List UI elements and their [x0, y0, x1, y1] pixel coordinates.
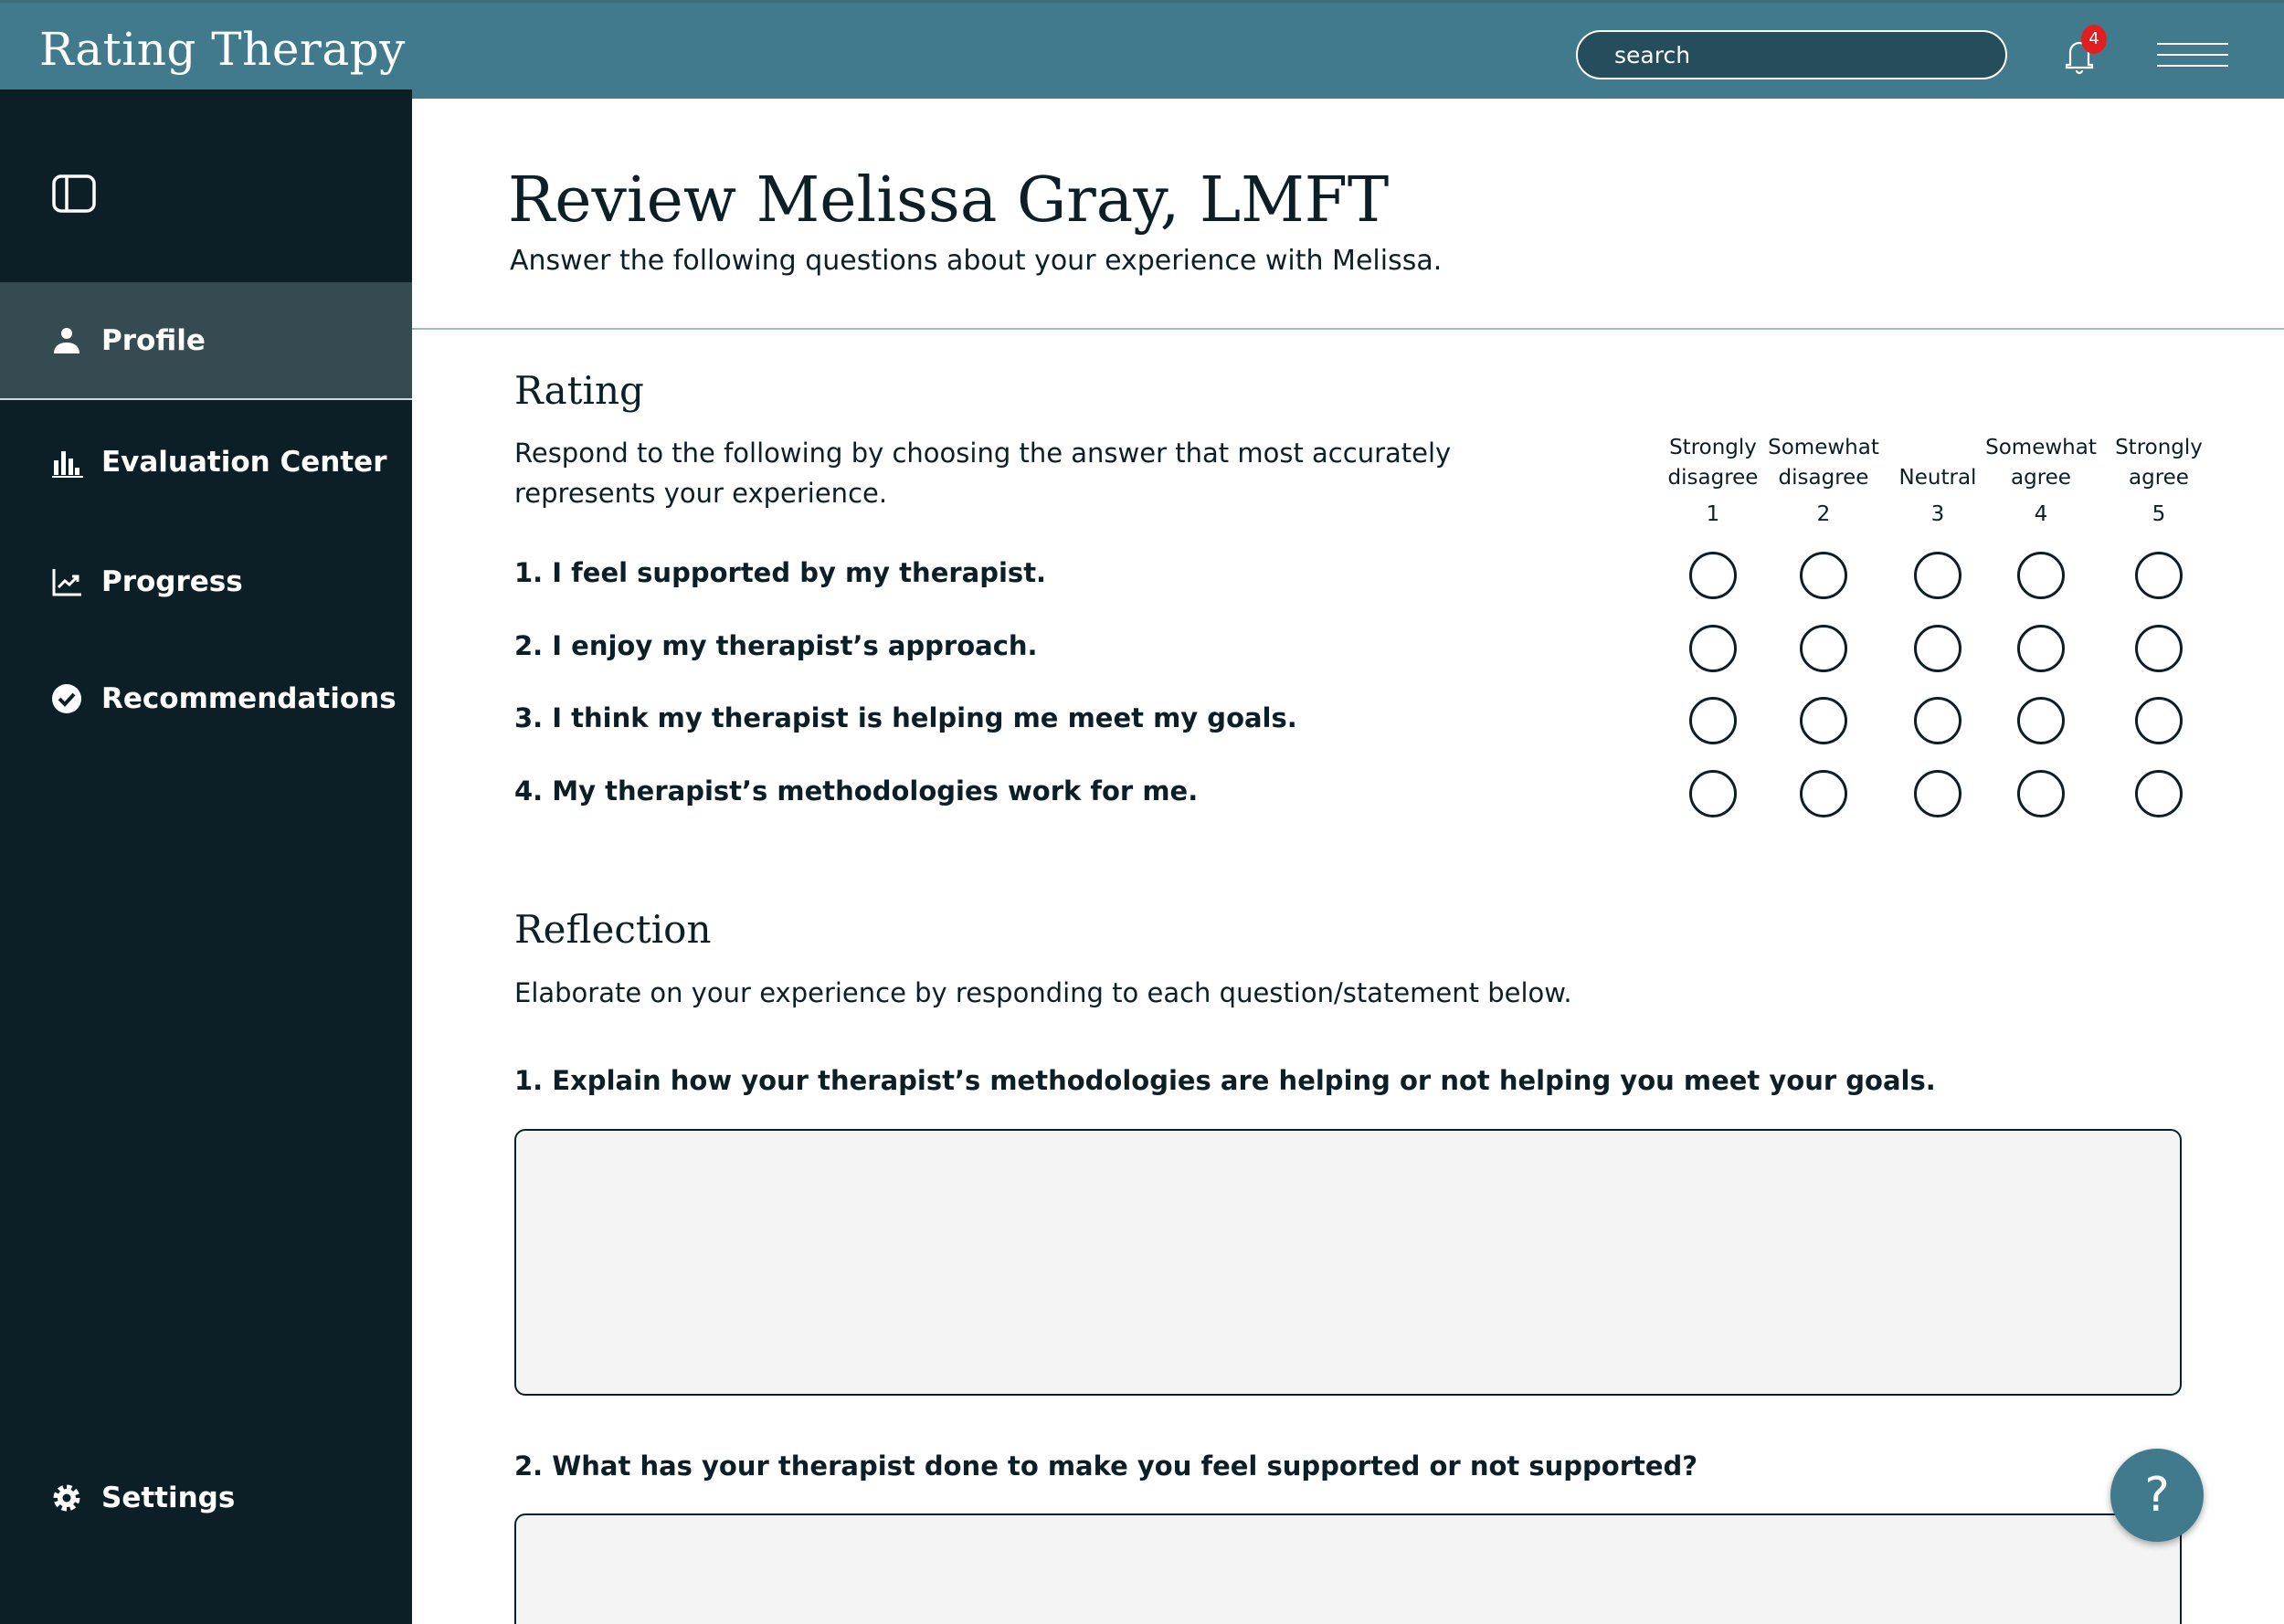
reflection-answer-1[interactable] — [514, 1129, 2182, 1396]
scale-label: 3 — [1930, 502, 1945, 526]
reflection-question: 2. What has your therapist done to make … — [514, 1450, 1698, 1482]
bar-chart-icon — [52, 450, 83, 478]
top-bar: Rating Therapy 4 — [0, 0, 2284, 99]
scale-label: 5 — [2152, 502, 2166, 526]
scale-label: 2 — [1816, 502, 1831, 526]
sidebar-item-recommendations[interactable]: Recommendations — [0, 639, 412, 757]
radio-q1-option-3[interactable] — [1914, 552, 1961, 599]
sidebar-toggle-icon[interactable] — [52, 174, 96, 213]
radio-q2-option-5[interactable] — [2135, 625, 2183, 672]
page-subtitle: Answer the following questions about you… — [510, 245, 1443, 277]
radio-q4-option-1[interactable] — [1689, 770, 1737, 817]
scale-label: agree — [2011, 466, 2071, 490]
rating-description-line: Respond to the following by choosing the… — [514, 438, 1452, 469]
scale-label: agree — [2129, 466, 2189, 490]
radio-q4-option-2[interactable] — [1800, 770, 1847, 817]
divider — [412, 328, 2284, 330]
scale-label: 4 — [2034, 502, 2048, 526]
rating-description: Respond to the following by choosing the… — [514, 433, 1451, 513]
scale-label: disagree — [1667, 466, 1759, 490]
radio-q4-option-4[interactable] — [2017, 770, 2065, 817]
radio-q3-option-3[interactable] — [1914, 697, 1961, 744]
radio-q1-option-1[interactable] — [1689, 552, 1737, 599]
radio-q3-option-1[interactable] — [1689, 697, 1737, 744]
radio-q3-option-5[interactable] — [2135, 697, 2183, 744]
help-button[interactable]: ? — [2110, 1449, 2204, 1542]
sidebar-item-label: Profile — [101, 323, 206, 357]
radio-q2-option-4[interactable] — [2017, 625, 2065, 672]
radio-q1-option-2[interactable] — [1800, 552, 1847, 599]
verified-check-icon — [52, 683, 81, 713]
rating-question: 1. I feel supported by my therapist. — [514, 557, 1047, 588]
person-icon — [54, 327, 79, 353]
hamburger-menu-icon[interactable] — [2157, 43, 2228, 69]
sidebar-item-profile[interactable]: Profile — [0, 282, 412, 400]
page-title: Review Melissa Gray, LMFT — [508, 164, 1390, 237]
radio-q2-option-1[interactable] — [1689, 625, 1737, 672]
scale-label: Strongly — [1669, 436, 1757, 459]
sidebar-item-label: Settings — [101, 1481, 236, 1514]
radio-q3-option-2[interactable] — [1800, 697, 1847, 744]
sidebar: Profile Evaluation Center Progress Recom… — [0, 90, 412, 1624]
reflection-question: 1. Explain how your therapist’s methodol… — [514, 1065, 1936, 1096]
reflection-answer-2[interactable] — [514, 1513, 2182, 1624]
scale-header: Strongly agree 5 — [2095, 433, 2223, 530]
sidebar-item-label: Evaluation Center — [101, 445, 387, 479]
main-content: Review Melissa Gray, LMFT Answer the fol… — [412, 99, 2284, 1624]
scale-label: disagree — [1778, 466, 1869, 490]
reflection-heading: Reflection — [514, 907, 712, 952]
scale-header: Somewhat disagree 2 — [1760, 433, 1887, 530]
scale-label: Strongly — [2115, 436, 2203, 459]
scale-label: 1 — [1706, 502, 1720, 526]
radio-q4-option-5[interactable] — [2135, 770, 2183, 817]
scale-label: Somewhat — [1768, 436, 1879, 459]
sidebar-item-label: Progress — [101, 564, 243, 598]
gear-icon — [53, 1484, 80, 1511]
rating-question: 2. I enjoy my therapist’s approach. — [514, 630, 1038, 661]
radio-q1-option-5[interactable] — [2135, 552, 2183, 599]
sidebar-item-evaluation-center[interactable]: Evaluation Center — [0, 403, 412, 521]
scale-header: Strongly disagree 1 — [1649, 433, 1777, 530]
search-input[interactable] — [1576, 30, 2007, 79]
radio-q4-option-3[interactable] — [1914, 770, 1961, 817]
scale-header: Neutral 3 — [1874, 433, 2002, 530]
rating-question: 4. My therapist’s methodologies work for… — [514, 775, 1199, 807]
notification-badge: 4 — [2081, 25, 2107, 54]
radio-q2-option-2[interactable] — [1800, 625, 1847, 672]
trend-chart-icon — [52, 568, 81, 596]
sidebar-item-progress[interactable]: Progress — [0, 522, 412, 640]
app-logo[interactable]: Rating Therapy — [39, 23, 406, 76]
radio-q2-option-3[interactable] — [1914, 625, 1961, 672]
rating-question: 3. I think my therapist is helping me me… — [514, 702, 1297, 733]
rating-description-line: represents your experience. — [514, 478, 888, 509]
sidebar-item-settings[interactable]: Settings — [0, 1439, 412, 1556]
radio-q3-option-4[interactable] — [2017, 697, 2065, 744]
scale-label: Somewhat — [1985, 436, 2097, 459]
scale-label: Neutral — [1898, 466, 1977, 490]
scale-header: Somewhat agree 4 — [1977, 433, 2105, 530]
reflection-description: Elaborate on your experience by respondi… — [514, 977, 1572, 1008]
sidebar-item-label: Recommendations — [101, 681, 397, 715]
rating-heading: Rating — [514, 368, 644, 413]
radio-q1-option-4[interactable] — [2017, 552, 2065, 599]
